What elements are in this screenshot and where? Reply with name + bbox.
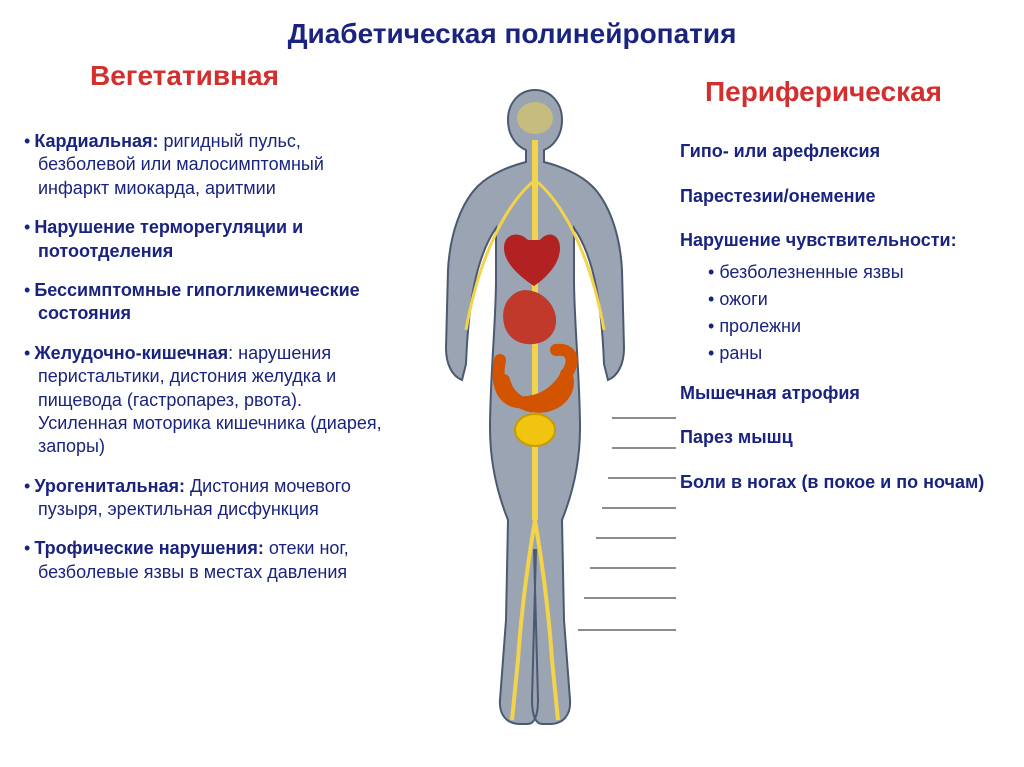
right-item: Боли в ногах (в покое и по ночам) <box>680 471 1010 494</box>
left-item-bold: Нарушение терморегуляции и потоотделения <box>34 217 303 260</box>
subtitle-peripheral: Периферическая <box>705 76 942 108</box>
main-title: Диабетическая полинейропатия <box>0 18 1024 50</box>
left-item-bold: Кардиальная: <box>34 131 158 151</box>
right-item: Мышечная атрофия <box>680 382 1010 405</box>
human-figure <box>400 80 670 740</box>
left-item-bold: Желудочно-кишечная <box>34 343 228 363</box>
left-item-bold: Трофические нарушения: <box>34 538 264 558</box>
right-item: Парез мышц <box>680 426 1010 449</box>
subtitle-vegetative: Вегетативная <box>90 60 279 92</box>
left-item: Трофические нарушения: отеки ног, безбол… <box>24 537 394 584</box>
left-item: Кардиальная: ригидный пульс, безболевой … <box>24 130 394 200</box>
right-subitem: безболезненные язвы <box>708 262 1010 283</box>
right-item: Нарушение чувствительности: <box>680 229 1010 252</box>
right-column: Гипо- или арефлексия Парестезии/онемение Н… <box>680 140 1010 515</box>
right-item: Парестезии/онемение <box>680 185 1010 208</box>
left-item-bold: Бессимптомные гипогликемические состояни… <box>34 280 359 323</box>
left-item: Нарушение терморегуляции и потоотделения <box>24 216 394 263</box>
left-column: Кардиальная: ригидный пульс, безболевой … <box>24 130 394 600</box>
right-subitem: раны <box>708 343 1010 364</box>
left-item: Желудочно-кишечная: нарушения перистальт… <box>24 342 394 459</box>
left-item: Бессимптомные гипогликемические состояни… <box>24 279 394 326</box>
right-subitem: пролежни <box>708 316 1010 337</box>
right-item: Гипо- или арефлексия <box>680 140 1010 163</box>
right-subitem: ожоги <box>708 289 1010 310</box>
right-sublist: безболезненные язвы ожоги пролежни раны <box>708 262 1010 364</box>
left-item-bold: Урогенитальная: <box>34 476 185 496</box>
left-item: Урогенитальная: Дистония мочевого пузыря… <box>24 475 394 522</box>
